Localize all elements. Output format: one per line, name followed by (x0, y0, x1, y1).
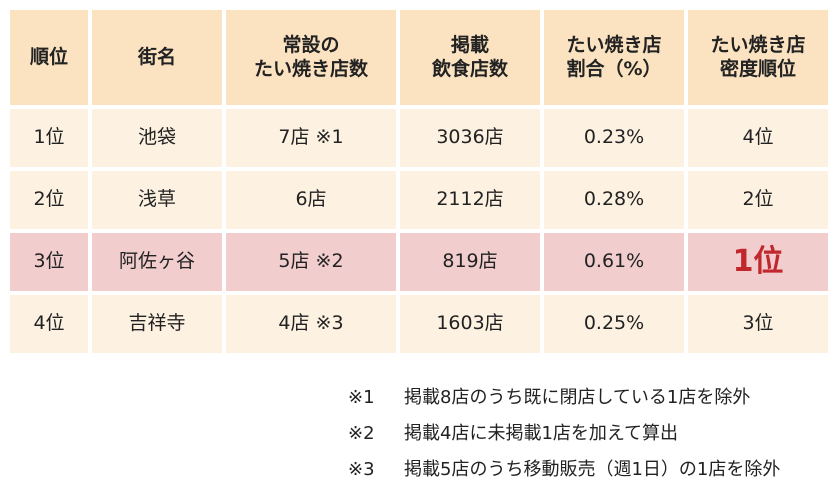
header-rank: 順位 (10, 10, 88, 105)
cell-density-rank: 2位 (688, 171, 828, 229)
cell-rank: 1位 (10, 109, 88, 167)
footnote-mark: ※2 (348, 423, 375, 444)
cell-density-rank: 4位 (688, 109, 828, 167)
cell-ratio: 0.61% (544, 233, 684, 291)
cell-listed-count: 1603店 (400, 295, 540, 353)
cell-town: 阿佐ヶ谷 (92, 233, 222, 291)
cell-rank: 2位 (10, 171, 88, 229)
cell-listed-count: 2112店 (400, 171, 540, 229)
cell-shop-count: 4店 ※3 (226, 295, 396, 353)
footnote-text: 掲載5店のうち移動販売（週1日）の1店を除外 (404, 459, 781, 480)
footnotes: ※1 掲載8店のうち既に閉店している1店を除外 ※2 掲載4店に未掲載1店を加え… (348, 380, 780, 488)
cell-shop-count: 6店 (226, 171, 396, 229)
cell-listed-count: 819店 (400, 233, 540, 291)
header-density-rank: たい焼き店 密度順位 (688, 10, 828, 105)
header-town: 街名 (92, 10, 222, 105)
header-listed-count: 掲載 飲食店数 (400, 10, 540, 105)
footnote: ※1 掲載8店のうち既に閉店している1店を除外 (348, 380, 780, 416)
cell-rank: 4位 (10, 295, 88, 353)
cell-town: 吉祥寺 (92, 295, 222, 353)
cell-shop-count: 5店 ※2 (226, 233, 396, 291)
cell-town: 池袋 (92, 109, 222, 167)
footnote-text: 掲載4店に未掲載1店を加えて算出 (404, 423, 679, 444)
cell-ratio: 0.28% (544, 171, 684, 229)
cell-shop-count: 7店 ※1 (226, 109, 396, 167)
cell-ratio: 0.23% (544, 109, 684, 167)
cell-listed-count: 3036店 (400, 109, 540, 167)
footnote-mark: ※3 (348, 459, 375, 480)
footnote-text: 掲載8店のうち既に閉店している1店を除外 (404, 387, 751, 408)
header-shop-count: 常設の たい焼き店数 (226, 10, 396, 105)
footnote-mark: ※1 (348, 387, 375, 408)
footnote: ※2 掲載4店に未掲載1店を加えて算出 (348, 416, 780, 452)
cell-density-rank: 3位 (688, 295, 828, 353)
footnote: ※3 掲載5店のうち移動販売（週1日）の1店を除外 (348, 452, 780, 488)
ranking-table: 順位 街名 常設の たい焼き店数 掲載 飲食店数 たい焼き店 割合（%） たい焼… (10, 10, 828, 353)
cell-density-rank-highlight: 1位 (688, 233, 828, 291)
cell-rank: 3位 (10, 233, 88, 291)
cell-ratio: 0.25% (544, 295, 684, 353)
cell-town: 浅草 (92, 171, 222, 229)
header-ratio: たい焼き店 割合（%） (544, 10, 684, 105)
